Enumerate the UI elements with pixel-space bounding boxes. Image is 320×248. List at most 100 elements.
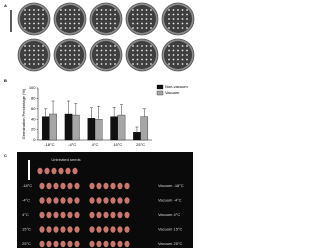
seed — [186, 54, 188, 56]
seed — [42, 13, 44, 16]
seed — [124, 226, 130, 233]
seed — [78, 9, 80, 11]
seed — [46, 240, 52, 248]
seed — [100, 18, 103, 20]
row-label: Vacuum -18°C — [158, 183, 184, 188]
y-tick-label: 0 — [33, 137, 36, 142]
seed — [33, 63, 35, 65]
seed — [141, 58, 143, 61]
seed — [58, 167, 64, 175]
seed — [181, 63, 184, 65]
seed — [60, 27, 62, 29]
x-tick-label: 4°C — [92, 142, 99, 147]
row-label: 15°C — [22, 227, 31, 232]
seed — [37, 54, 40, 56]
seed — [69, 9, 71, 11]
seed — [181, 22, 184, 25]
seed — [132, 49, 134, 52]
seed — [42, 63, 44, 65]
seed — [64, 63, 67, 65]
seed — [172, 58, 175, 61]
seed — [181, 9, 184, 11]
panel-label: A — [4, 3, 7, 8]
seed — [67, 182, 73, 190]
seed — [28, 27, 31, 29]
seed — [60, 18, 62, 20]
seed — [132, 45, 134, 47]
seed — [117, 240, 123, 248]
seed — [60, 211, 66, 219]
seed — [105, 22, 107, 25]
seed — [132, 63, 134, 65]
seed — [100, 13, 103, 16]
seed — [60, 49, 62, 52]
dish-label: d — [127, 2, 129, 7]
seed — [124, 211, 130, 219]
seed — [42, 27, 44, 29]
seed — [42, 49, 44, 52]
seed — [109, 58, 112, 61]
seed — [73, 49, 76, 52]
seed — [168, 58, 170, 61]
seed — [150, 9, 152, 11]
seed — [53, 197, 59, 204]
seed — [33, 27, 35, 29]
seed — [42, 58, 44, 61]
legend-label: Non-vacuum — [165, 84, 188, 89]
seed — [33, 54, 35, 56]
seed — [186, 63, 188, 65]
seed — [33, 22, 35, 25]
seed — [168, 27, 170, 29]
dish-label: j — [162, 38, 164, 43]
seed — [28, 13, 31, 16]
seed — [42, 45, 44, 47]
seed — [145, 22, 148, 25]
seed — [78, 22, 80, 25]
seed — [96, 49, 98, 52]
panel-label: C — [4, 153, 7, 158]
seed — [172, 13, 175, 16]
seed — [69, 58, 71, 61]
seed — [177, 9, 179, 11]
seed — [42, 9, 44, 11]
bar — [94, 119, 103, 141]
seed — [150, 18, 152, 20]
seed — [172, 63, 175, 65]
seed — [78, 63, 80, 65]
seed — [136, 18, 139, 20]
seed — [177, 49, 179, 52]
seed — [39, 240, 45, 248]
dish-label: h — [91, 38, 93, 43]
seed — [114, 18, 116, 20]
seed — [172, 22, 175, 25]
seed — [168, 54, 170, 56]
seed — [37, 27, 40, 29]
seed — [64, 49, 67, 52]
seed — [141, 27, 143, 29]
seed — [141, 13, 143, 16]
seed — [141, 54, 143, 56]
seed — [136, 22, 139, 25]
seed — [72, 167, 78, 175]
bar — [133, 132, 141, 141]
seed — [132, 27, 134, 29]
seed — [64, 45, 67, 47]
seed — [105, 54, 107, 56]
seed — [42, 54, 44, 56]
seed — [109, 63, 112, 65]
seed — [109, 13, 112, 16]
seed — [37, 45, 40, 47]
seed — [89, 211, 95, 219]
seed — [100, 54, 103, 56]
y-tick-label: 40 — [31, 116, 36, 121]
dish-label: f — [19, 38, 21, 43]
seed — [109, 49, 112, 52]
seed — [177, 58, 179, 61]
seed — [136, 13, 139, 16]
seed — [150, 63, 152, 65]
seed — [73, 54, 76, 56]
seed — [132, 9, 134, 11]
seed — [60, 226, 66, 233]
seed — [96, 211, 102, 219]
dish-label: i — [127, 38, 128, 43]
